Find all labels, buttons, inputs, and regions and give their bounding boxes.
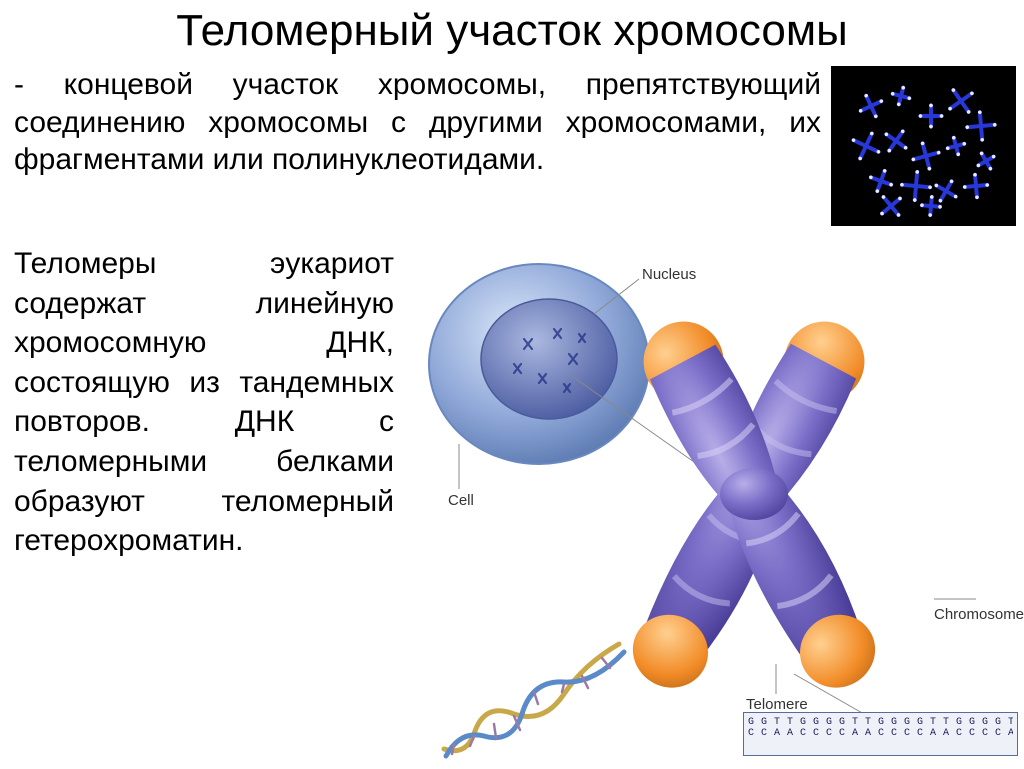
label-nucleus: Nucleus — [642, 266, 696, 283]
nucleus-shape — [481, 299, 617, 419]
body-paragraph: Теломеры эукариот содержат линейную хром… — [14, 244, 394, 561]
chromosome-micrograph — [831, 66, 1016, 226]
intro-row: - концевой участок хромосомы, препятству… — [0, 66, 1024, 226]
chromosome-shape — [618, 307, 890, 702]
figure-svg — [404, 244, 1014, 764]
label-cell: Cell — [448, 492, 474, 509]
telomere-figure: Nucleus Cell Telomere Chromosome G G T T… — [404, 244, 1018, 764]
label-chromosome: Chromosome — [934, 606, 1024, 623]
seq-bottom: C C A A C C C C A A C C C C A A C C C C … — [748, 728, 1013, 739]
micrograph-svg — [831, 66, 1016, 226]
sequence-box: G G T T G G G G T T G G G G T T G G G G … — [743, 712, 1018, 756]
label-telomere: Telomere — [746, 696, 808, 713]
slide-title: Теломерный участок хромосомы — [0, 0, 1024, 66]
seq-top: G G T T G G G G T T G G G G T T G G G G … — [748, 717, 1013, 728]
lower-row: Теломеры эукариот содержат линейную хром… — [0, 226, 1024, 764]
definition-paragraph: - концевой участок хромосомы, препятству… — [14, 66, 831, 179]
dna-helix — [444, 644, 624, 756]
